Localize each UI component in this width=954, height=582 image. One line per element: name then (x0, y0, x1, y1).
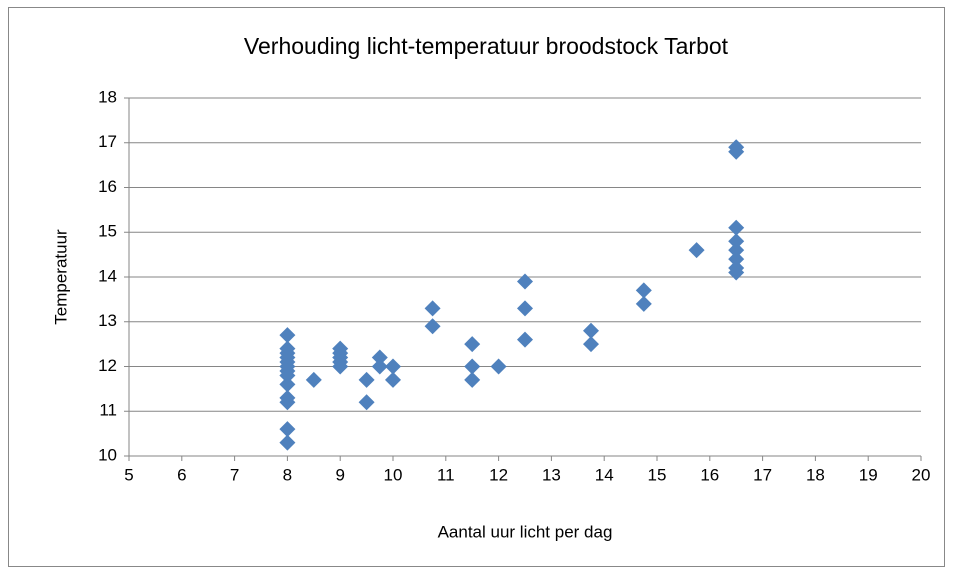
point (583, 336, 599, 353)
x-tick-label: 8 (283, 465, 292, 484)
x-tick-label: 7 (230, 465, 239, 484)
y-tick-label: 11 (99, 401, 117, 420)
point (688, 242, 705, 259)
y-tick-label: 18 (98, 87, 117, 106)
point (464, 358, 481, 375)
point (358, 371, 375, 388)
point (279, 421, 296, 438)
chart-title: Verhouding licht-temperatuur broodstock … (244, 33, 729, 59)
x-tick-label: 20 (912, 465, 931, 484)
x-tick-label: 13 (542, 465, 561, 484)
point (728, 219, 745, 236)
point (728, 264, 745, 281)
point (358, 394, 375, 411)
x-axis-label: Aantal uur licht per dag (438, 522, 613, 541)
x-tick-label: 6 (177, 465, 186, 484)
x-tick-label: 14 (595, 465, 614, 484)
x-tick-label: 17 (753, 465, 772, 484)
x-tick-label: 5 (124, 465, 133, 484)
point (279, 376, 296, 393)
y-tick-label: 16 (98, 177, 117, 196)
point (635, 295, 652, 312)
point (371, 349, 388, 366)
point (279, 394, 296, 411)
point (728, 143, 745, 160)
x-tick-label: 16 (700, 465, 719, 484)
x-tick-label: 9 (335, 465, 344, 484)
y-axis-label: Temperatuur (51, 229, 70, 325)
point (424, 300, 441, 317)
y-tick-label: 12 (98, 356, 117, 375)
point (728, 242, 745, 259)
point (490, 358, 507, 375)
x-tick-label: 18 (806, 465, 825, 484)
x-tick-label: 15 (648, 465, 667, 484)
x-tick-label: 11 (437, 465, 455, 484)
point (385, 358, 401, 375)
point (279, 434, 296, 451)
chart-border (8, 7, 945, 567)
point (424, 318, 441, 335)
point (517, 300, 533, 317)
point (279, 367, 296, 384)
point (332, 358, 349, 375)
point (464, 371, 481, 388)
point (728, 233, 745, 250)
point (728, 251, 745, 268)
point (464, 336, 481, 353)
point (635, 282, 652, 299)
x-tick-label: 12 (489, 465, 508, 484)
point (371, 358, 388, 375)
point (279, 327, 296, 344)
point (517, 331, 533, 348)
y-tick-label: 10 (98, 445, 117, 464)
y-tick-label: 13 (98, 311, 117, 330)
y-tick-label: 15 (98, 222, 117, 241)
y-tick-label: 14 (98, 266, 117, 285)
point (385, 371, 401, 388)
point (517, 273, 533, 290)
x-tick-label: 19 (859, 465, 878, 484)
y-tick-label: 17 (98, 132, 117, 151)
point (305, 371, 322, 388)
x-tick-label: 10 (384, 465, 403, 484)
point (583, 322, 599, 339)
